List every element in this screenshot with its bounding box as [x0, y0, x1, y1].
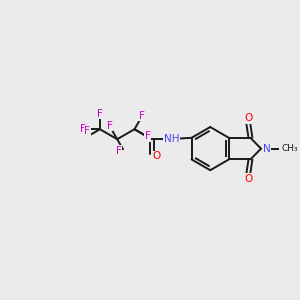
- Text: F: F: [80, 124, 86, 134]
- Text: NH: NH: [164, 134, 179, 144]
- Text: F: F: [139, 111, 145, 121]
- Text: F: F: [84, 126, 90, 136]
- Text: F: F: [107, 121, 113, 131]
- Text: O: O: [244, 174, 252, 184]
- Text: O: O: [244, 113, 252, 124]
- Text: CH₃: CH₃: [282, 144, 298, 153]
- Text: F: F: [97, 109, 103, 119]
- Text: N: N: [263, 144, 271, 154]
- Text: F: F: [116, 146, 122, 156]
- Text: O: O: [153, 152, 161, 161]
- Text: F: F: [145, 131, 151, 141]
